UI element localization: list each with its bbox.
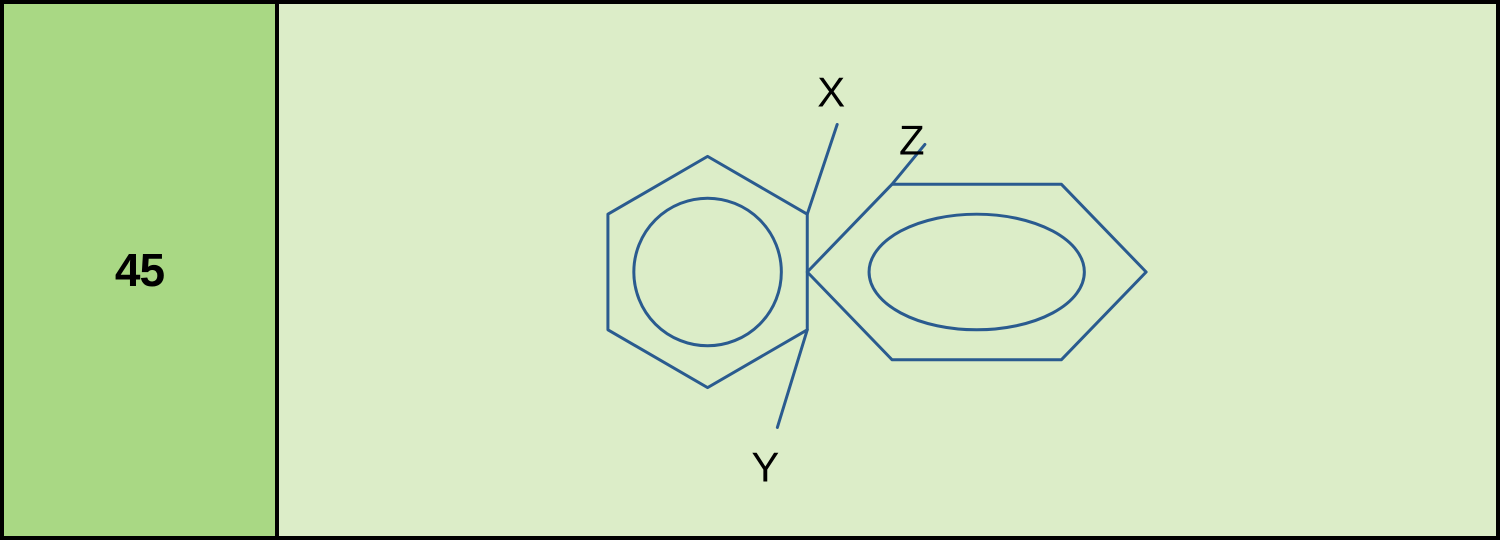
substituent-label-z: Z [899,116,925,163]
substituent-label-x: X [817,69,845,116]
compound-number-cell: 45 [4,4,279,536]
benzene-ring-right [807,184,1146,359]
aromatic-circle-left [634,198,782,346]
molecule-diagram: X Y Z [279,4,1496,536]
figure-row: 45 X Y Z [0,0,1500,540]
substituent-label-y: Y [751,443,779,490]
compound-number: 45 [115,243,164,297]
structure-cell: X Y Z [279,4,1496,536]
benzene-ring-left [608,156,807,387]
aromatic-ellipse-right [869,214,1084,330]
substituent-bond-x [807,124,837,214]
